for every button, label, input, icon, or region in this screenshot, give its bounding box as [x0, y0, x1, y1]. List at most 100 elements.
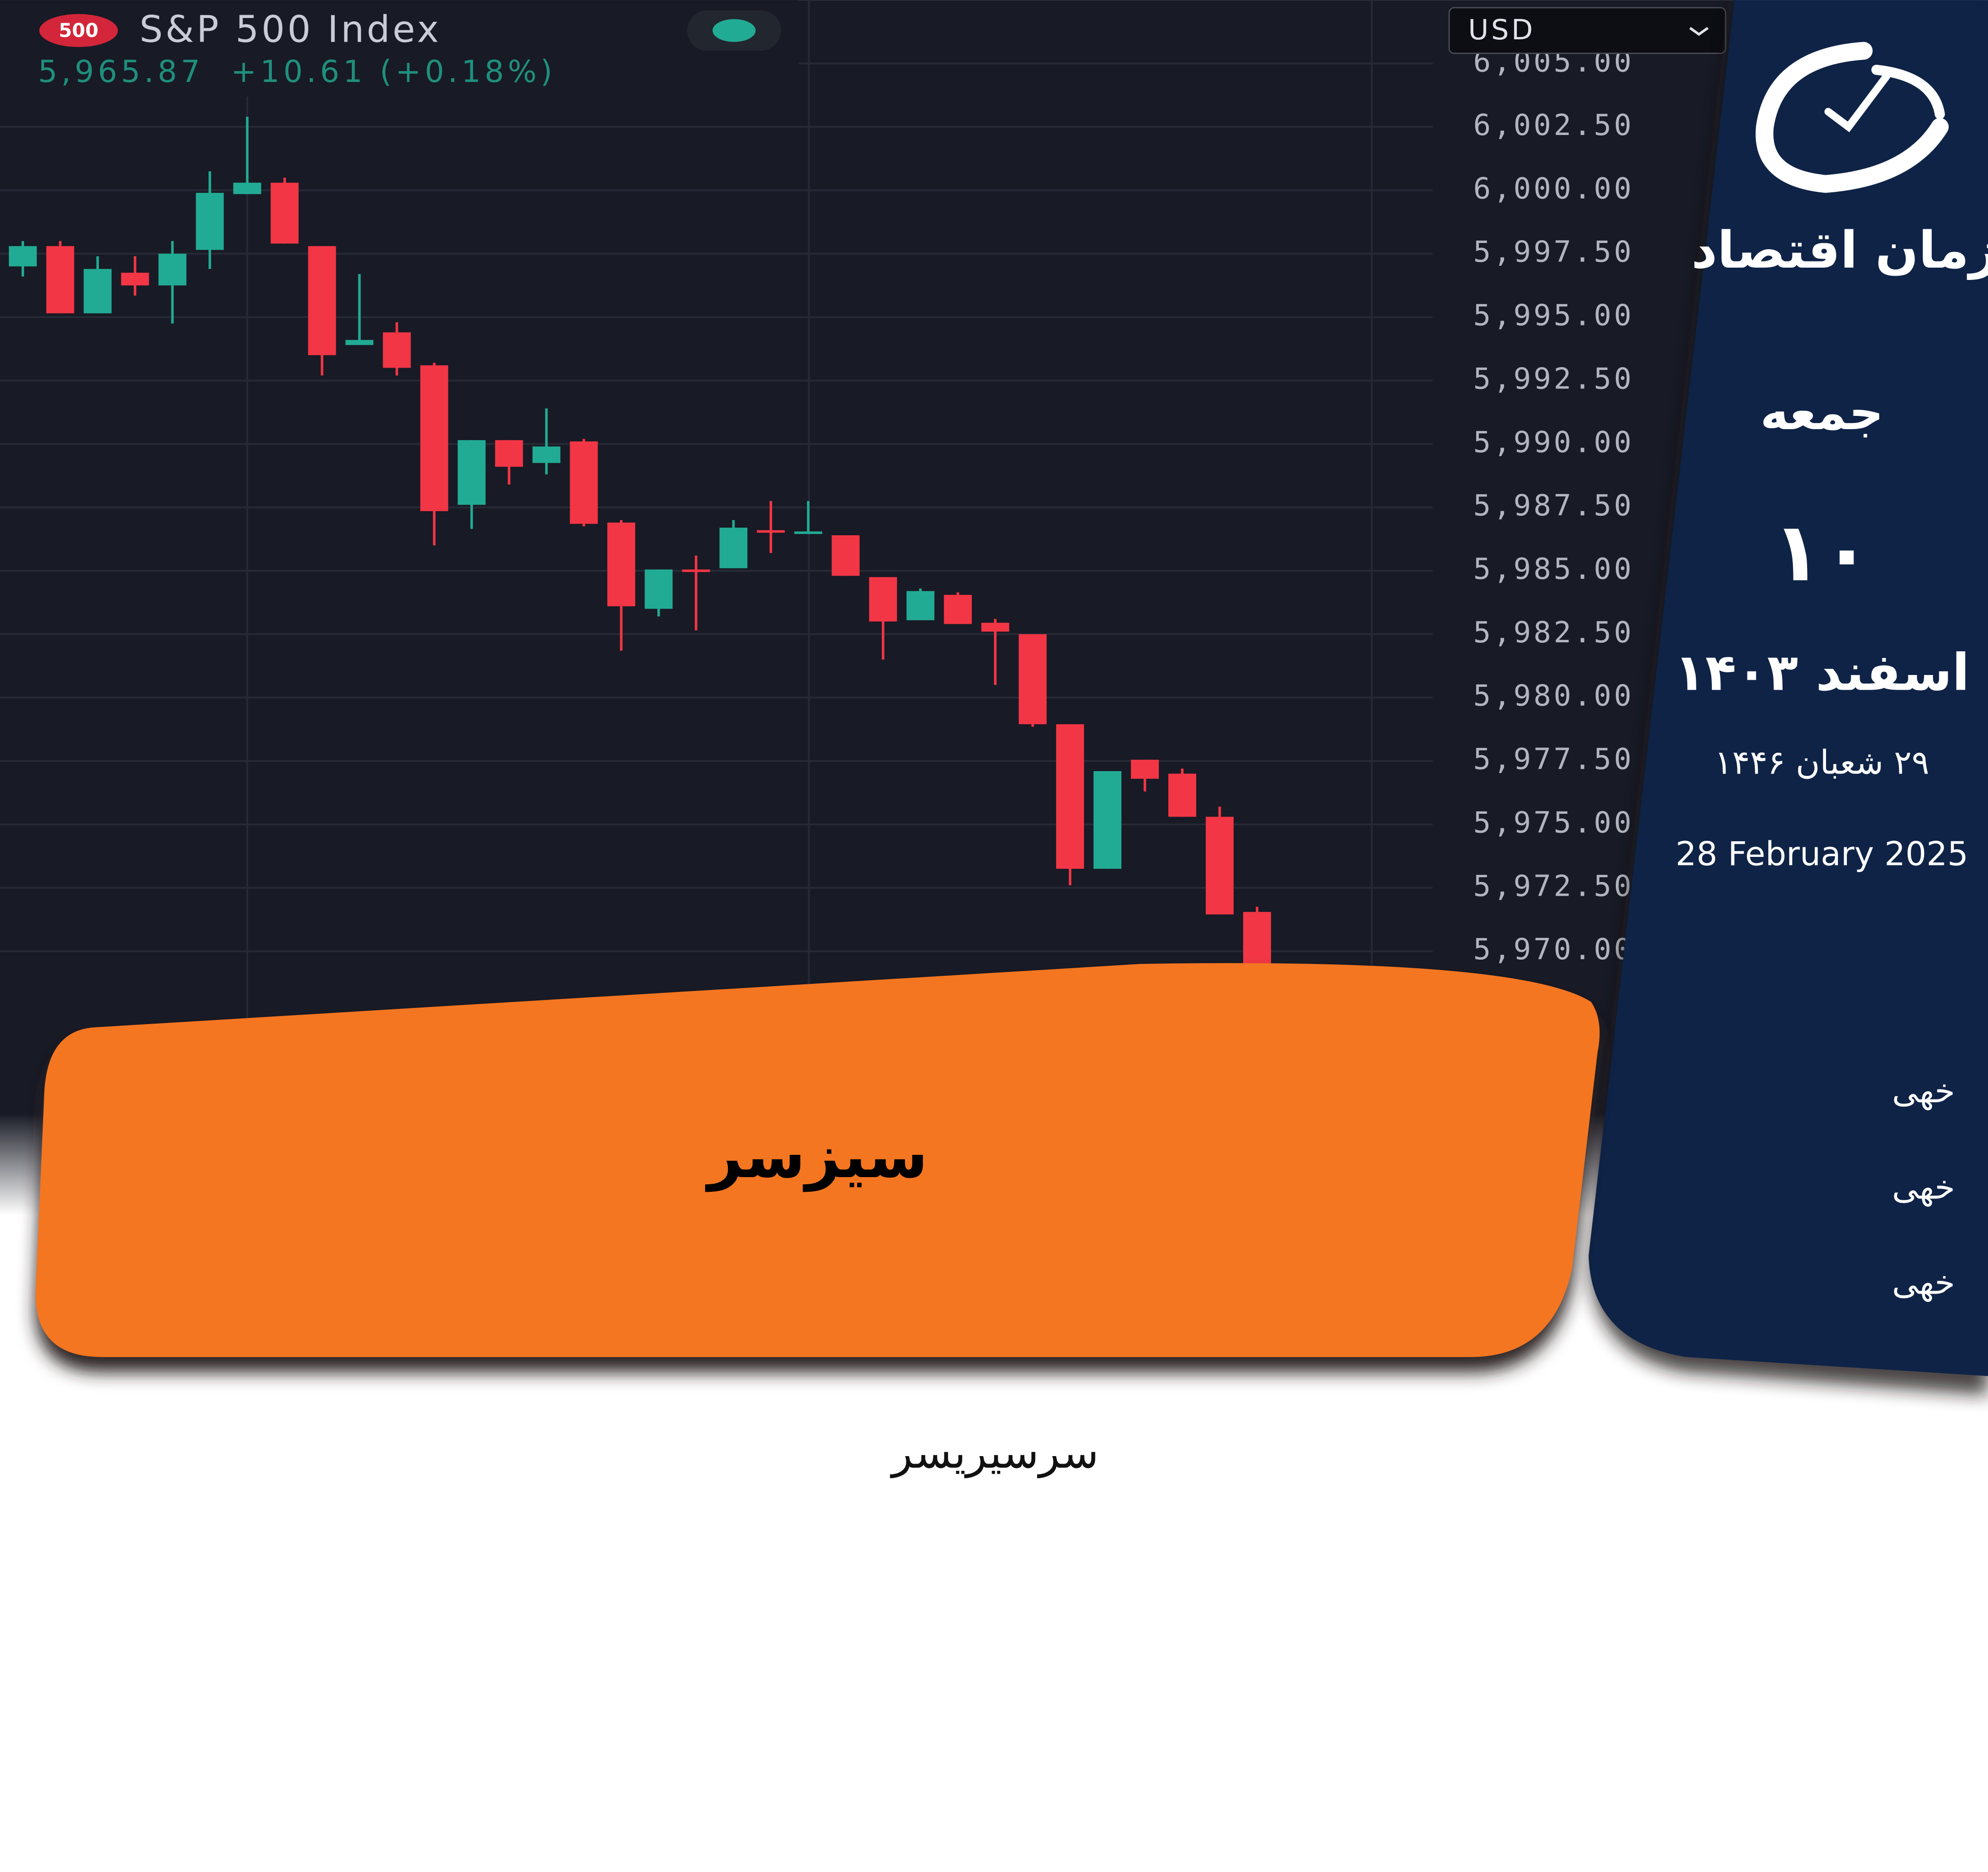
- candle-body: [757, 530, 785, 533]
- candle-body: [532, 446, 561, 463]
- candle: [46, 241, 74, 314]
- y-tick-label: 6,002.50: [1473, 108, 1634, 142]
- candle-body: [158, 253, 187, 286]
- candle: [383, 322, 411, 376]
- candle: [158, 241, 187, 324]
- badge: [39, 14, 118, 47]
- subheadline: سرسیریسر: [890, 1429, 1099, 1479]
- logo-arc: [1755, 42, 1949, 193]
- month-year: اسفند ۱۴۰۳: [1675, 643, 1970, 702]
- y-tick-label: 6,000.00: [1473, 171, 1634, 206]
- candle: [757, 501, 785, 553]
- candle: [570, 439, 598, 527]
- candle-body: [1056, 724, 1084, 869]
- candle-body: [1168, 774, 1197, 817]
- candle-body: [1131, 759, 1159, 779]
- candle-body: [607, 522, 636, 606]
- candle-body: [682, 569, 710, 572]
- candle: [83, 256, 112, 314]
- y-tick-label: 5,995.00: [1473, 298, 1634, 333]
- candle-body: [457, 440, 486, 505]
- candle: [121, 256, 149, 296]
- candle: [233, 117, 261, 194]
- header-background: [0, 0, 799, 97]
- logo-hands: [1824, 72, 1890, 133]
- candle: [420, 362, 448, 546]
- candle: [832, 535, 860, 576]
- y-tick-label: 5,970.00: [1473, 932, 1634, 966]
- candle-body: [1019, 634, 1047, 724]
- candle-body: [308, 246, 336, 355]
- y-tick-label: 5,977.50: [1473, 742, 1634, 776]
- candle: [308, 246, 336, 376]
- candle: [1093, 771, 1122, 869]
- hijri-date: ۲۹ شعبان ۱۴۴۶: [1714, 744, 1929, 782]
- candle: [944, 592, 972, 624]
- candle-body: [495, 440, 523, 467]
- candle: [270, 177, 299, 244]
- y-tick-label: 5,972.50: [1473, 869, 1634, 903]
- list-item: خهی: [1892, 1072, 1955, 1110]
- day: ۱۰: [1773, 505, 1872, 600]
- currency: USD: [1468, 13, 1535, 46]
- candle-body: [832, 535, 860, 576]
- candle: [869, 577, 897, 660]
- y-tick-label: 5,980.00: [1473, 679, 1634, 713]
- y-tick-label: 5,990.00: [1473, 425, 1634, 459]
- candle-body: [1206, 817, 1234, 915]
- chevron: [1689, 27, 1709, 36]
- y-axis: 6,005.006,002.506,000.005,997.505,995.00…: [1473, 45, 1634, 966]
- list-item: خهی: [1892, 1263, 1955, 1302]
- candle: [9, 241, 37, 277]
- candle-body: [345, 340, 374, 345]
- candle-body: [83, 269, 112, 314]
- candle: [682, 555, 710, 630]
- logo: [1755, 42, 1949, 193]
- candle: [794, 501, 823, 534]
- candle: [719, 520, 748, 568]
- candle: [1206, 806, 1234, 915]
- candle: [495, 440, 523, 485]
- candle: [196, 171, 224, 269]
- brand: زمان اقتصاد: [1691, 221, 1988, 280]
- candle-body: [906, 591, 935, 621]
- candle: [1019, 634, 1047, 727]
- y-tick-label: 5,975.00: [1473, 805, 1634, 839]
- y-tick-label: 5,985.00: [1473, 552, 1634, 586]
- status-dot: [712, 19, 756, 42]
- logo-arc: [1871, 64, 1945, 119]
- currency-selector[interactable]: [1448, 7, 1727, 54]
- candle-body: [9, 246, 37, 267]
- gregorian-date: 28 February 2025: [1675, 835, 1968, 873]
- candle-body: [420, 365, 448, 512]
- chart-title: S&P 500 Index: [140, 9, 441, 51]
- candle-body: [981, 622, 1010, 632]
- y-tick-label: 5,987.50: [1473, 488, 1634, 522]
- candle: [532, 408, 561, 475]
- headline: سیزسر: [705, 1121, 928, 1192]
- candle: [345, 274, 374, 345]
- candle-body: [233, 182, 261, 194]
- candle: [1131, 759, 1159, 792]
- y-tick-label: 5,982.50: [1473, 615, 1634, 649]
- candle: [457, 440, 486, 529]
- candle-body: [270, 182, 299, 244]
- quote: 5,965.87 +10.61 (+0.18%): [38, 54, 556, 90]
- candle-body: [121, 272, 149, 286]
- candle-body: [1093, 771, 1122, 869]
- candle-body: [869, 577, 897, 622]
- side-panel: [1588, 0, 1988, 1377]
- candle-body: [383, 332, 411, 368]
- candle-body: [944, 594, 972, 624]
- candle-body: [645, 569, 673, 609]
- candle: [981, 619, 1010, 685]
- candle-body: [794, 531, 823, 534]
- candle: [906, 588, 935, 621]
- weekday: جمعه: [1760, 385, 1884, 441]
- headline-box: [35, 963, 1600, 1357]
- candle: [1056, 724, 1084, 885]
- candle-body: [570, 441, 598, 524]
- candle: [607, 520, 636, 651]
